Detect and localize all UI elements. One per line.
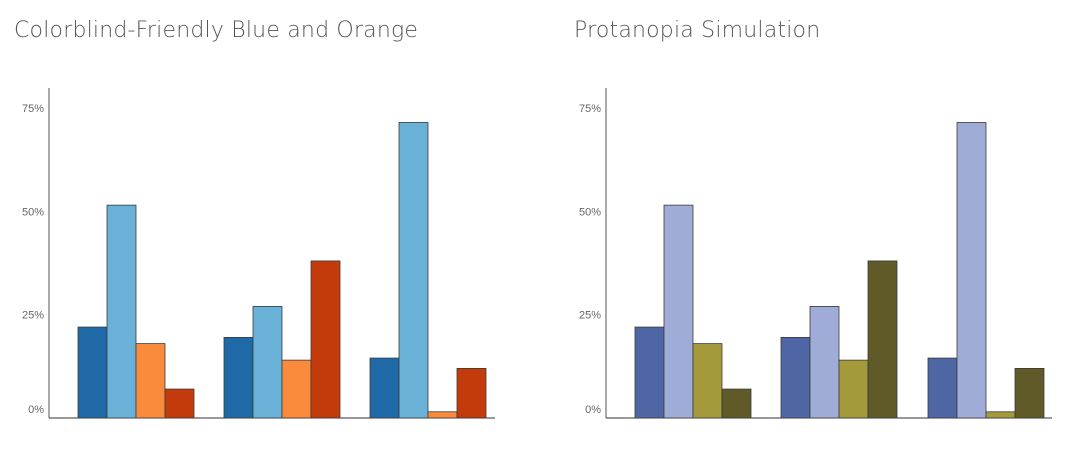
chart-title: Protanopia Simulation [574, 18, 821, 43]
bar [1014, 367, 1045, 419]
bar [692, 343, 723, 419]
bar [780, 336, 811, 419]
bar [427, 411, 458, 419]
bar [310, 260, 341, 419]
bar [985, 411, 1016, 419]
bar [634, 326, 665, 419]
bar [164, 388, 195, 419]
bar [135, 343, 166, 419]
y-tick-label: 50% [579, 206, 601, 218]
bar [809, 305, 840, 419]
bar-chart: 0% 25% 50% 75% [579, 88, 1052, 419]
y-tick-label: 0% [28, 404, 44, 416]
bar [456, 367, 487, 419]
y-tick-label: 25% [579, 310, 601, 322]
chart-panel-right: Protanopia Simulation 0% 25% 50% 75% [543, 0, 1086, 449]
bar [77, 326, 108, 419]
y-tick-label: 50% [22, 206, 44, 218]
bar [106, 204, 137, 419]
y-tick-label: 25% [22, 310, 44, 322]
bar [398, 122, 429, 419]
bar [956, 122, 987, 419]
bar [927, 357, 958, 419]
bar [663, 204, 694, 419]
bar [838, 359, 869, 419]
chart-panel-left: Colorblind-Friendly Blue and Orange 0% 25… [0, 0, 543, 449]
chart-title: Colorblind-Friendly Blue and Orange [14, 18, 419, 43]
bar [369, 357, 400, 419]
bar-chart: 0% 25% 50% 75% [22, 88, 495, 419]
y-tick-label: 75% [579, 103, 601, 115]
y-tick-label: 0% [585, 404, 601, 416]
bar [223, 336, 254, 419]
bar [252, 305, 283, 419]
bar [281, 359, 312, 419]
y-tick-label: 75% [22, 103, 44, 115]
bar [721, 388, 752, 419]
bar [867, 260, 898, 419]
